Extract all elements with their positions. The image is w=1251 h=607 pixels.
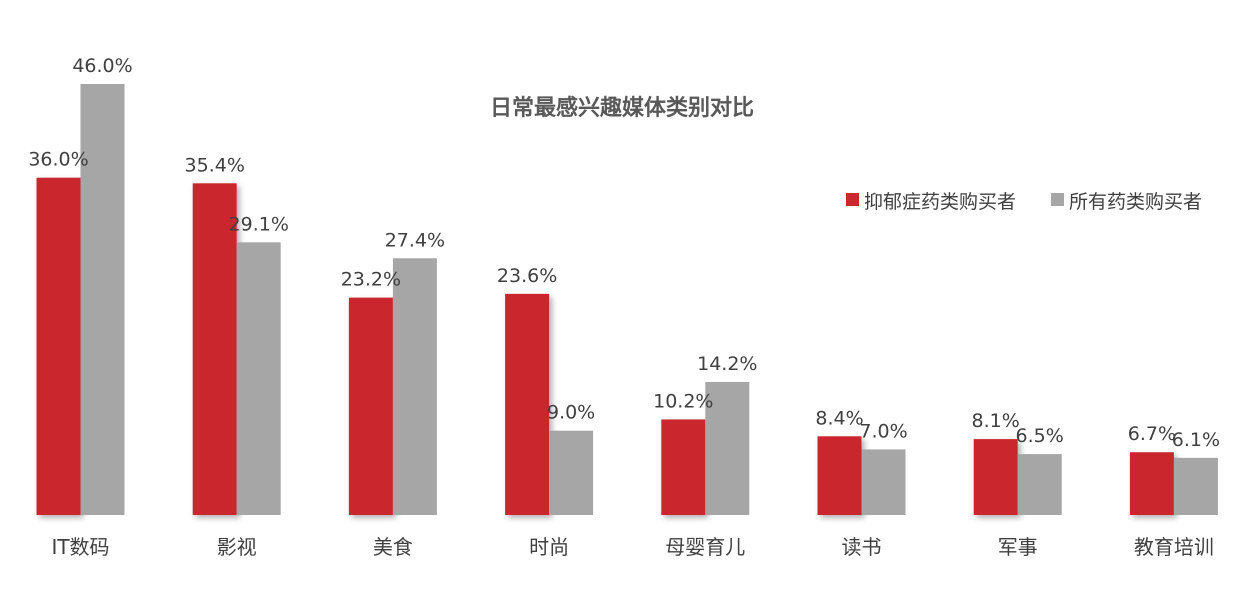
bar-series-2-6 bbox=[861, 449, 906, 515]
category-label-4: 时尚 bbox=[529, 535, 569, 559]
bar-series-2-4 bbox=[549, 430, 594, 515]
category-label-7: 军事 bbox=[998, 535, 1038, 559]
bar-series-1-5 bbox=[661, 419, 706, 515]
data-label-series-1-3: 23.2% bbox=[341, 269, 401, 291]
data-label-series-1-5: 10.2% bbox=[653, 390, 713, 412]
bar-series-1-8 bbox=[1129, 452, 1174, 515]
data-label-series-2-6: 7.0% bbox=[859, 420, 907, 442]
legend-label-series-1: 抑郁症药类购买者 bbox=[864, 191, 1016, 213]
data-labels-layer: 36.0% 46.0% 35.4% 29.1% 23.2% 27.4% 23.6% 9.0% 1… bbox=[28, 55, 1220, 451]
bar-series-2-7 bbox=[1017, 454, 1062, 515]
category-label-5: 母婴育儿 bbox=[665, 535, 745, 559]
legend-swatch-series-2 bbox=[1051, 193, 1064, 206]
bar-series-2-2 bbox=[236, 242, 281, 515]
legend: 抑郁症药类购买者 所有药类购买者 bbox=[846, 191, 1202, 213]
data-label-series-2-3: 27.4% bbox=[385, 229, 445, 251]
bar-series-2-5 bbox=[705, 381, 750, 515]
data-label-series-2-1: 46.0% bbox=[72, 55, 132, 77]
data-label-series-1-7: 8.1% bbox=[972, 410, 1020, 432]
bar-series-2-1 bbox=[80, 83, 125, 515]
category-label-8: 教育培训 bbox=[1134, 535, 1214, 559]
category-label-6: 读书 bbox=[842, 535, 882, 559]
chart-title: 日常最感兴趣媒体类别对比 bbox=[490, 95, 754, 121]
bar-series-1-4 bbox=[505, 293, 550, 515]
bar-series-1-3 bbox=[348, 297, 393, 515]
data-label-series-2-7: 6.5% bbox=[1016, 425, 1064, 447]
bars-layer bbox=[36, 83, 1218, 515]
data-label-series-1-4: 23.6% bbox=[497, 265, 557, 287]
category-axis: IT数码 影视 美食 时尚 母婴育儿 读书 军事 教育培训 bbox=[51, 535, 1213, 559]
data-label-series-1-8: 6.7% bbox=[1128, 423, 1176, 445]
data-label-series-1-6: 8.4% bbox=[815, 407, 863, 429]
legend-swatch-series-1 bbox=[846, 193, 859, 206]
category-label-3: 美食 bbox=[373, 535, 413, 559]
bar-series-2-3 bbox=[392, 258, 437, 515]
data-label-series-1-1: 36.0% bbox=[28, 149, 88, 171]
data-label-series-1-2: 35.4% bbox=[185, 154, 245, 176]
data-label-series-2-4: 9.0% bbox=[547, 402, 595, 424]
data-label-series-2-2: 29.1% bbox=[229, 213, 289, 235]
data-label-series-2-8: 6.1% bbox=[1172, 429, 1220, 451]
bar-series-2-8 bbox=[1173, 457, 1218, 515]
bar-series-1-2 bbox=[192, 183, 237, 515]
data-label-series-2-5: 14.2% bbox=[697, 353, 757, 375]
category-label-1: IT数码 bbox=[51, 535, 109, 559]
bar-series-1-6 bbox=[817, 436, 862, 515]
bar-series-1-7 bbox=[973, 439, 1018, 515]
category-label-2: 影视 bbox=[217, 535, 257, 559]
legend-label-series-2: 所有药类购买者 bbox=[1069, 191, 1202, 213]
bar-series-1-1 bbox=[36, 177, 81, 515]
